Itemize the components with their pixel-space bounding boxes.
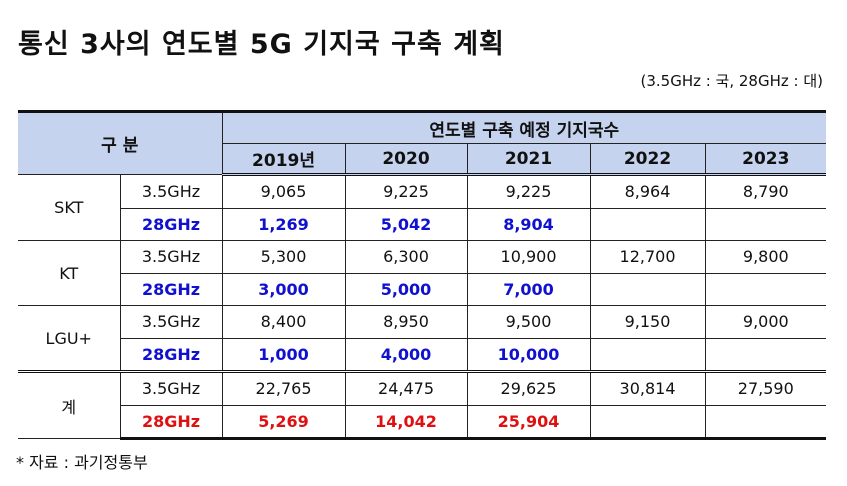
value-cell: 1,000 xyxy=(221,337,346,372)
band-label: 28GHz xyxy=(120,207,223,241)
unit-note: (3.5GHz : 국, 28GHz : 대) xyxy=(640,72,823,90)
category-header: 구 분 xyxy=(18,110,223,175)
value-cell: 8,904 xyxy=(466,207,591,241)
value-cell xyxy=(589,272,706,306)
value-cell: 9,150 xyxy=(589,305,706,339)
value-cell: 8,964 xyxy=(589,174,706,209)
band-label: 3.5GHz xyxy=(119,174,223,209)
band-label: 28GHz xyxy=(120,337,223,372)
value-cell: 1,269 xyxy=(221,207,346,241)
band-label: 28GHz xyxy=(120,404,223,440)
value-cell: 10,000 xyxy=(466,337,591,372)
table-row: KT 3.5GHz 5,300 6,300 10,900 12,700 9,800 xyxy=(18,240,827,306)
band-label: 28GHz xyxy=(120,272,223,306)
table-row: LGU+ 3.5GHz 8,400 8,950 9,500 9,150 9,000 xyxy=(18,305,827,372)
year-header: 2023 xyxy=(704,143,827,176)
value-cell: 5,000 xyxy=(344,272,468,306)
value-cell xyxy=(589,207,706,241)
value-cell: 9,500 xyxy=(466,305,591,339)
value-cell xyxy=(704,337,827,372)
value-cell: 9,225 xyxy=(466,174,591,209)
table-row: 28GHz 1,000 4,000 10,000 xyxy=(18,337,827,372)
value-cell: 3,000 xyxy=(221,272,346,306)
table-row: SKT 3.5GHz 9,065 9,225 9,225 8,964 8,790 xyxy=(18,174,827,241)
band-label: 3.5GHz xyxy=(119,305,223,339)
value-cell: 9,065 xyxy=(221,174,346,209)
value-cell: 9,000 xyxy=(704,305,827,339)
value-cell xyxy=(704,207,827,241)
base-station-table: 구 분 연도별 구축 예정 기지국수 2019년 2020 2021 2022 2023… xyxy=(18,110,827,440)
value-cell: 24,475 xyxy=(344,370,468,406)
year-header: 2022 xyxy=(589,143,706,176)
year-header: 2020 xyxy=(344,143,468,176)
group-header: 연도별 구축 예정 기지국수 xyxy=(221,110,827,144)
table-row: 28GHz 3,000 5,000 7,000 xyxy=(18,272,827,306)
band-label: 3.5GHz xyxy=(119,370,223,406)
table-row: 28GHz 5,269 14,042 25,904 xyxy=(18,404,827,440)
value-cell xyxy=(589,404,706,440)
band-label: 3.5GHz xyxy=(119,240,223,274)
carrier-name: 계 xyxy=(18,370,121,439)
carrier-name: SKT xyxy=(18,174,121,241)
value-cell: 8,950 xyxy=(344,305,468,339)
value-cell: 29,625 xyxy=(466,370,591,406)
value-cell: 8,400 xyxy=(221,305,346,339)
year-header: 2021 xyxy=(466,143,591,176)
value-cell: 5,300 xyxy=(221,240,346,274)
value-cell: 27,590 xyxy=(704,370,827,406)
value-cell: 5,042 xyxy=(344,207,468,241)
table-row: 계 3.5GHz 22,765 24,475 29,625 30,814 27,590 xyxy=(18,370,827,439)
value-cell: 14,042 xyxy=(344,404,468,440)
table-row: 28GHz 1,269 5,042 8,904 xyxy=(18,207,827,241)
value-cell: 4,000 xyxy=(344,337,468,372)
value-cell: 9,225 xyxy=(344,174,468,209)
value-cell: 10,900 xyxy=(466,240,591,274)
carrier-name: KT xyxy=(18,240,121,306)
value-cell xyxy=(704,404,827,440)
value-cell xyxy=(704,272,827,306)
value-cell: 22,765 xyxy=(221,370,346,406)
value-cell: 8,790 xyxy=(704,174,827,209)
page-title: 통신 3사의 연도별 5G 기지국 구축 계획 xyxy=(18,29,505,60)
value-cell: 12,700 xyxy=(589,240,706,274)
year-header: 2019년 xyxy=(222,143,346,176)
value-cell: 9,800 xyxy=(704,240,827,274)
value-cell: 6,300 xyxy=(344,240,468,274)
footnote: * 자료 : 과기정통부 xyxy=(16,453,148,472)
value-cell: 5,269 xyxy=(221,404,346,440)
value-cell: 30,814 xyxy=(589,370,706,406)
carrier-name: LGU+ xyxy=(18,305,121,372)
value-cell: 25,904 xyxy=(466,404,591,440)
value-cell: 7,000 xyxy=(466,272,591,306)
value-cell xyxy=(589,337,706,372)
